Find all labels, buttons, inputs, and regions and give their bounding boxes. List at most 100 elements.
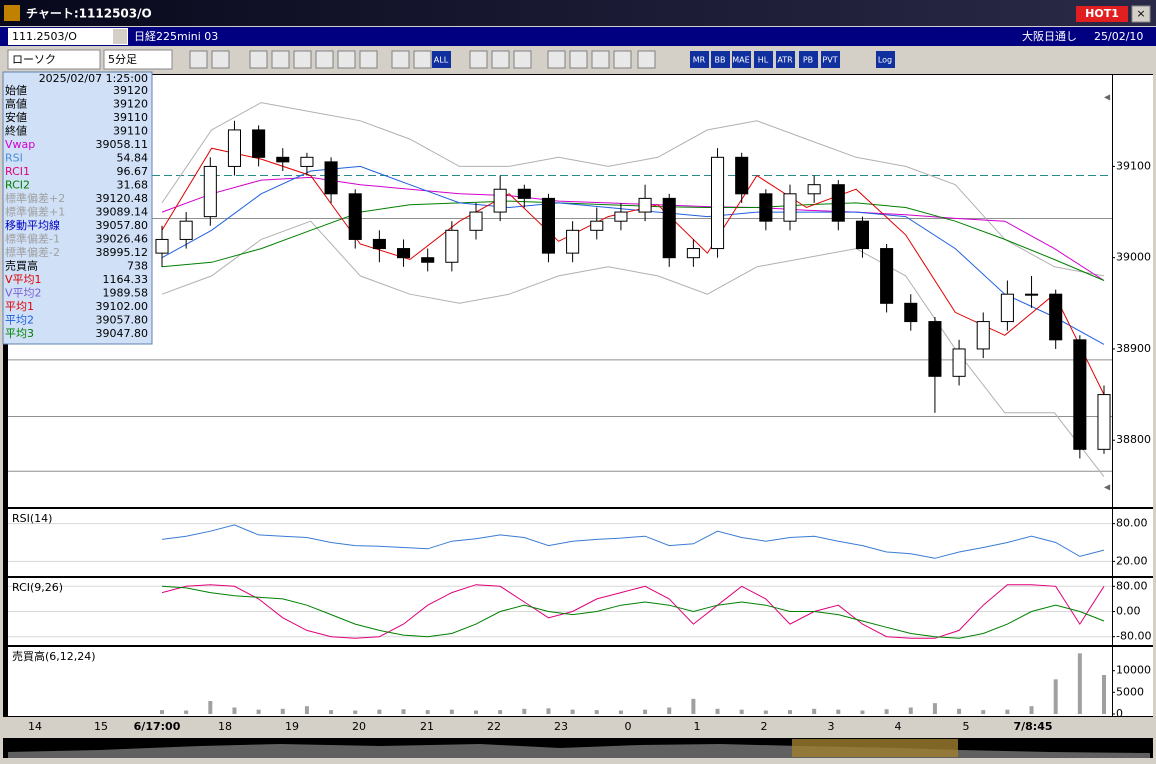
volume-bar: [908, 707, 913, 714]
candle-body: [735, 156, 749, 195]
tool-icon[interactable]: [249, 50, 268, 69]
tool-icon[interactable]: [391, 50, 410, 69]
hot-label: HOT1: [1085, 7, 1119, 20]
time-labels: 14 15 6/17:00 18 19 20 21 22 23 0 1 2 3 4 5 7/8:45: [28, 720, 1053, 733]
panel-bg: [8, 647, 1112, 716]
candle-body: [759, 193, 773, 222]
tool-icon[interactable]: [547, 50, 566, 69]
y-tick-label: 10000: [1116, 664, 1151, 677]
axis-bg: [1113, 647, 1153, 716]
tool-icon[interactable]: [315, 50, 334, 69]
candle-body: [348, 193, 362, 240]
y-tick-label: 0: [1116, 707, 1123, 720]
tool-icon[interactable]: [591, 50, 610, 69]
candle-body: [1000, 293, 1014, 323]
tool-button[interactable]: [821, 51, 840, 68]
tool-icon[interactable]: [413, 50, 432, 69]
candle-body: [566, 229, 580, 254]
time-label: 15: [94, 720, 108, 733]
tool-icon[interactable]: [569, 50, 588, 69]
indicator-line: [161, 147, 1105, 395]
volume-bar: [1029, 706, 1034, 714]
tool-icon[interactable]: [271, 50, 290, 69]
title-bar: [0, 0, 1156, 26]
tool-icon[interactable]: [637, 50, 656, 69]
candle-body: [445, 229, 459, 263]
info-value: 39057.80: [96, 314, 149, 327]
plots: 38800 38900 39000 39100 ◀ ◀ 80.00 20.00 RSI(14) 8…: [8, 75, 1153, 720]
header-bar: [0, 27, 1156, 46]
tool-button[interactable]: [876, 51, 895, 68]
overview-window[interactable]: [792, 739, 958, 757]
type-combo[interactable]: [7, 49, 101, 70]
info-value: 39102.00: [96, 300, 149, 313]
time-axis: [3, 717, 1153, 736]
panel-title: RSI(14): [12, 512, 52, 525]
indicator-line: [161, 220, 1105, 478]
indicator-line: [161, 165, 1105, 345]
interval-combo[interactable]: [103, 49, 173, 70]
candle-body: [783, 193, 797, 222]
candle-body: [1049, 293, 1063, 341]
volume-bar: [691, 698, 696, 714]
candle-body: [372, 238, 386, 250]
tool-icon[interactable]: [613, 50, 632, 69]
time-label: 2: [761, 720, 768, 733]
code-drop[interactable]: [113, 29, 127, 44]
close-button[interactable]: [1131, 5, 1151, 23]
candle-body: [831, 184, 845, 222]
volume-bar: [618, 710, 623, 714]
y-tick-label: 20.00: [1116, 554, 1148, 567]
volume-bar: [329, 710, 334, 714]
time-label: 4: [895, 720, 902, 733]
code-box[interactable]: [8, 28, 128, 45]
time-label: 3: [828, 720, 835, 733]
info-value: 39120: [113, 98, 148, 111]
tool-icon[interactable]: [513, 50, 532, 69]
tool-icon[interactable]: [359, 50, 378, 69]
tool-icon[interactable]: [189, 50, 208, 69]
info-label: 高値: [5, 97, 27, 111]
volume-bar: [184, 710, 189, 714]
candle-body: [469, 211, 483, 231]
candle-body: [590, 220, 604, 231]
volume-bar: [522, 708, 527, 714]
time-label: 18: [218, 720, 232, 733]
info-label: RCI1: [5, 165, 30, 178]
tool-icon[interactable]: [469, 50, 488, 69]
candle-body: [324, 161, 338, 195]
volume-bar: [1005, 709, 1010, 714]
toolbar: ALL MR BB MAE HL ATR PB PVT Log: [189, 50, 895, 69]
indicator-line: [161, 524, 1105, 559]
info-value: 39047.80: [96, 327, 149, 340]
tool-button[interactable]: [711, 51, 730, 68]
volume-bar: [498, 710, 503, 714]
arrow: ◀: [1104, 93, 1111, 102]
tool-icon[interactable]: [293, 50, 312, 69]
hot-button[interactable]: [1076, 6, 1128, 22]
tool-button[interactable]: [776, 51, 795, 68]
tool-button[interactable]: [690, 51, 709, 68]
tool-button[interactable]: [754, 51, 773, 68]
tool-button[interactable]: [799, 51, 818, 68]
volume-bar: [1102, 675, 1106, 714]
candle-body: [807, 184, 821, 195]
tool-button[interactable]: [432, 51, 451, 68]
close-x: ×: [1136, 7, 1145, 20]
tool-button-label: MR: [693, 56, 706, 65]
tool-icon[interactable]: [337, 50, 356, 69]
tool-icon[interactable]: [211, 50, 230, 69]
tool-icon[interactable]: [491, 50, 510, 69]
tool-button-label: HL: [758, 56, 769, 65]
volume-bar: [957, 708, 962, 714]
info-value: 39058.11: [96, 138, 149, 151]
info-value: 39057.80: [96, 219, 149, 232]
tool-button-label: PB: [803, 56, 813, 65]
candle-body: [300, 156, 314, 167]
tool-button-label: BB: [715, 56, 726, 65]
tool-button[interactable]: [732, 51, 751, 68]
tool-button-label: ALL: [434, 56, 449, 65]
y-tick-label: 80.00: [1116, 517, 1148, 530]
window-title: チャート:1112503/O: [26, 7, 152, 21]
